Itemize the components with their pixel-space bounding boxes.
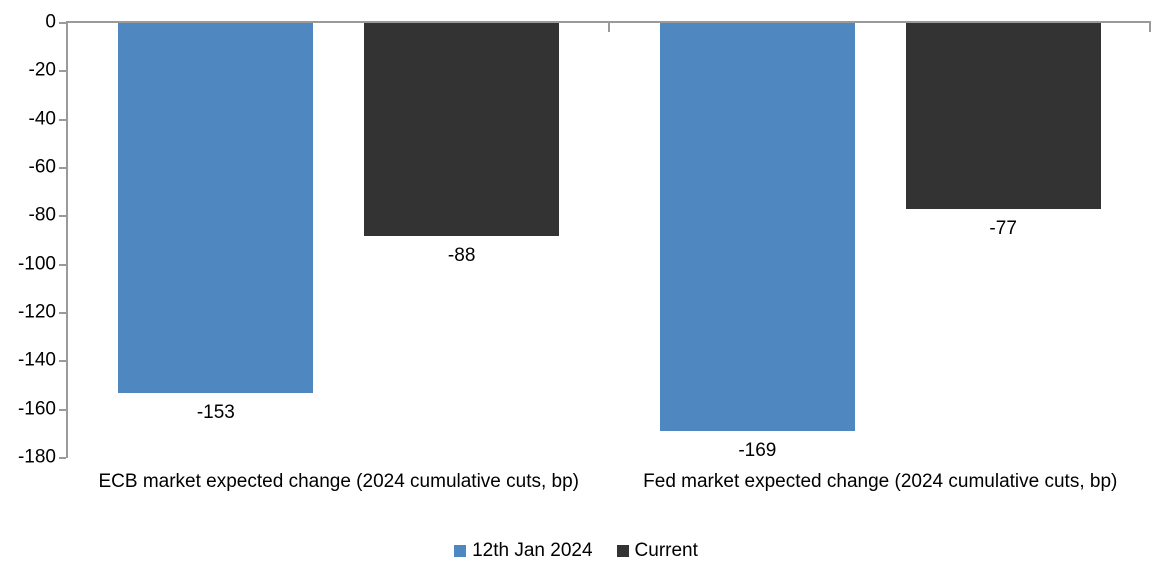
legend-label: 12th Jan 2024	[472, 540, 593, 561]
y-axis-tick-label: -140	[17, 349, 56, 371]
y-axis-tick-label: -120	[17, 301, 56, 323]
y-axis-tick-label: 0	[45, 11, 56, 33]
legend-item: Current	[616, 540, 698, 562]
y-axis-tick-label: -180	[17, 446, 56, 468]
bar	[905, 23, 1101, 210]
plot-area: 0 -20 -40 -60 -80 -100 -120 -140 -160 -180 -153 -8…	[18, 12, 1151, 468]
bar	[364, 23, 560, 236]
legend-swatch-icon	[616, 545, 629, 557]
bar	[118, 23, 314, 393]
category-axis-labels: ECB market expected change (2024 cumulat…	[68, 470, 1151, 493]
category-axis-tick-mark	[607, 23, 610, 32]
y-axis-tick-mark	[59, 22, 66, 24]
bar	[659, 23, 855, 432]
y-axis-tick-mark	[59, 408, 66, 411]
y-axis-tick-label: -100	[17, 253, 56, 275]
x-axis-line	[66, 21, 1151, 23]
category-label: Fed market expected change (2024 cumulat…	[643, 471, 1118, 492]
y-axis-tick-label: -80	[28, 204, 56, 226]
bar-value-label: -169	[738, 440, 777, 462]
y-axis-tick-label: -20	[28, 59, 56, 81]
legend: 12th Jan 2024 Current	[0, 540, 1152, 562]
legend-label: Current	[634, 540, 698, 561]
y-axis-tick-mark	[59, 360, 66, 363]
y-axis-tick-mark	[59, 457, 66, 459]
bar-value-label: -88	[447, 244, 476, 266]
y-axis-line	[66, 21, 68, 458]
category-label: ECB market expected change (2024 cumulat…	[98, 471, 580, 492]
y-axis-tick-mark	[59, 70, 66, 73]
y-axis-tick-mark	[59, 118, 66, 121]
y-axis-tick-label: -60	[28, 156, 56, 178]
y-axis-tick-label: -160	[17, 398, 56, 420]
legend-swatch-icon	[454, 545, 467, 557]
bar-value-label: -77	[989, 218, 1017, 240]
y-axis-tick-label: -40	[28, 108, 56, 130]
y-axis-tick-mark	[59, 215, 66, 218]
y-axis-tick-mark	[59, 166, 66, 169]
bar-value-label: -153	[196, 401, 235, 423]
category-axis-tick-mark	[1149, 23, 1151, 32]
y-axis-tick-mark	[59, 311, 66, 314]
y-axis-tick-mark	[59, 263, 66, 266]
legend-item: 12th Jan 2024	[454, 540, 593, 562]
